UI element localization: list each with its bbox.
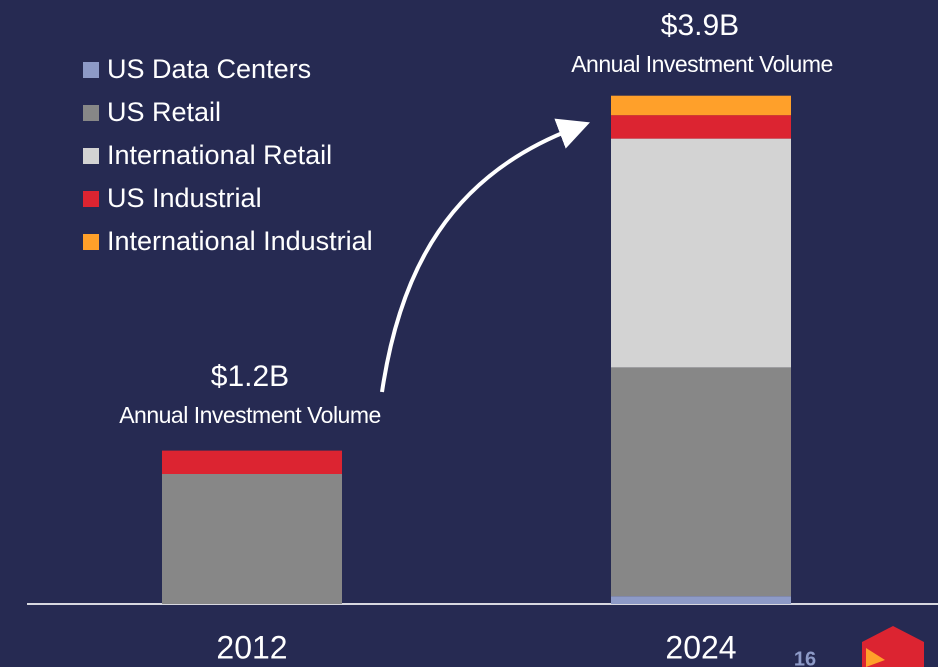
growth-arrow: [380, 118, 590, 393]
bar-segment: [611, 115, 791, 139]
legend-label: US Data Centers: [107, 54, 311, 84]
bar-segment: [611, 95, 791, 116]
total-sublabel: Annual Investment Volume: [571, 51, 833, 77]
legend-swatch: [83, 148, 99, 164]
bar-segment: [611, 138, 791, 368]
bar-segment: [611, 367, 791, 597]
legend-label: US Retail: [107, 97, 221, 127]
logo: [862, 626, 924, 667]
total-sublabel: Annual Investment Volume: [119, 402, 381, 428]
bar-segment: [611, 596, 791, 604]
legend-swatch: [83, 62, 99, 78]
legend-swatch: [83, 105, 99, 121]
bar-segment: [162, 450, 342, 474]
legend-swatch: [83, 191, 99, 207]
total-label: $1.2B: [211, 360, 289, 393]
x-tick-label: 2012: [216, 629, 287, 665]
bar-segment: [162, 474, 342, 604]
total-label: $3.9B: [661, 9, 739, 42]
legend-label: International Industrial: [107, 226, 373, 256]
page-number: 16: [794, 648, 816, 667]
legend-label: International Retail: [107, 140, 332, 170]
x-tick-label: 2024: [665, 629, 736, 665]
legend-swatch: [83, 234, 99, 250]
legend-label: US Industrial: [107, 183, 262, 213]
